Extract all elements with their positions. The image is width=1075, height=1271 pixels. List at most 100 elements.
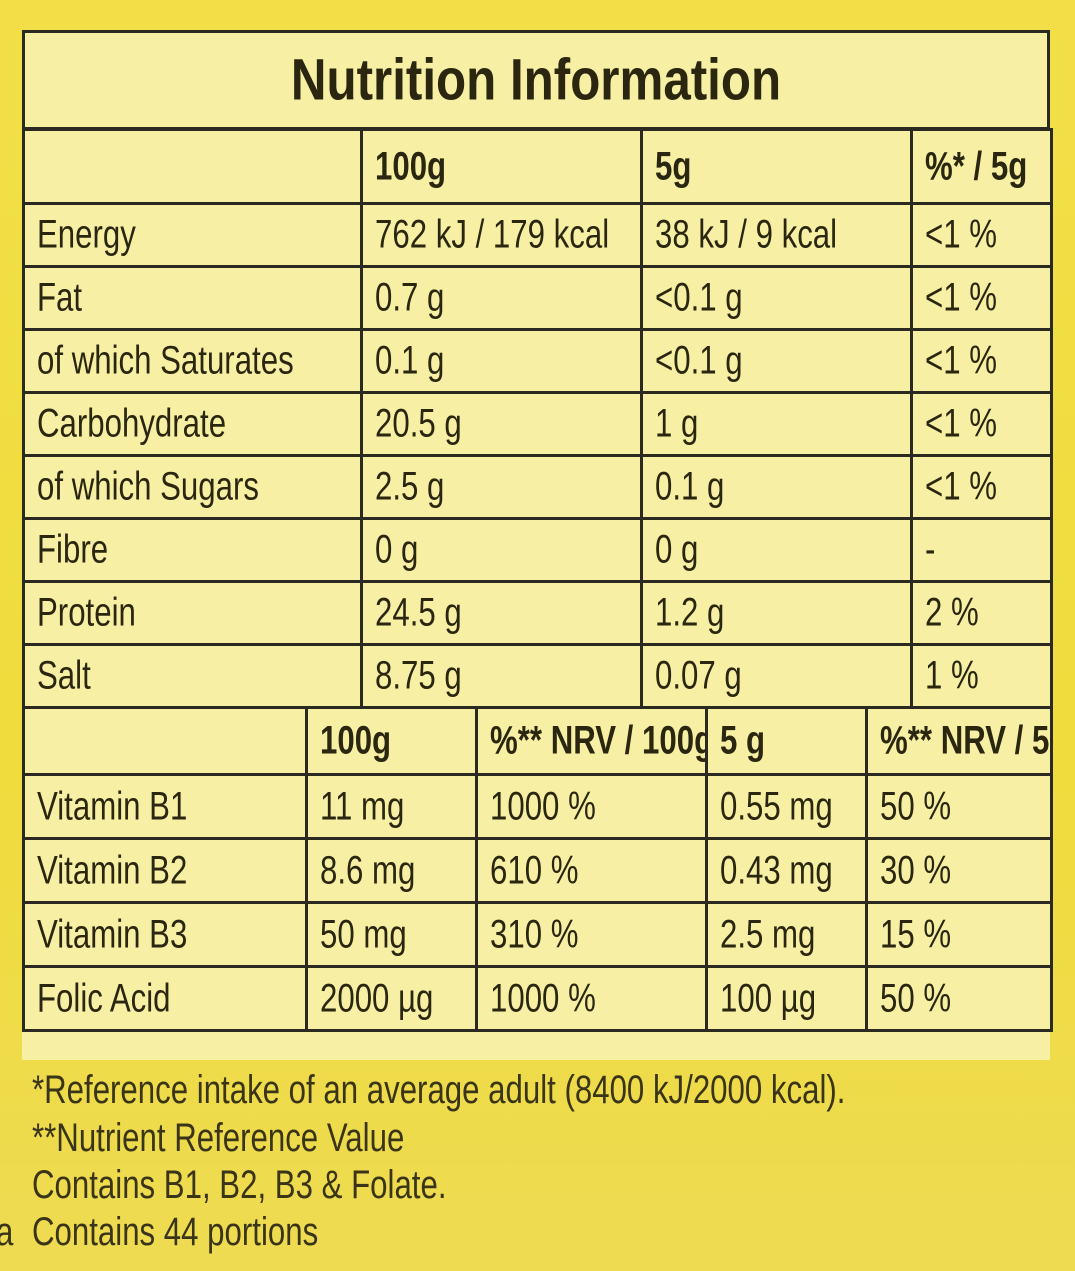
row-label: Vitamin B3 [37, 912, 188, 956]
value: 310 % [490, 912, 579, 956]
table-cell: Nutrition Information [22, 30, 1050, 130]
table-cell: <0.1 g [640, 328, 913, 394]
row-label: of which Sugars [37, 464, 259, 509]
table-cell [22, 706, 308, 776]
table-cell: <1 % [910, 454, 1053, 520]
footnote: Contains B1, B2, B3 & Folate. [32, 1163, 447, 1207]
table-cell: %** NRV / 100g [475, 706, 708, 776]
table-cell: 24.5 g [360, 580, 643, 646]
row-label: Protein [37, 590, 136, 635]
value: 38 kJ / 9 kcal [655, 212, 838, 257]
table-cell: <1 % [910, 391, 1053, 457]
table-cell: of which Sugars [22, 454, 363, 520]
footnote: **Nutrient Reference Value [32, 1116, 405, 1160]
table-cell: 50 % [865, 965, 1053, 1032]
table-cell: 310 % [475, 901, 708, 968]
value: 0.1 g [655, 464, 725, 509]
table-cell: Folic Acid [22, 965, 308, 1032]
table-cell: 2.5 mg [705, 901, 868, 968]
table-cell: 5 g [705, 706, 868, 776]
value: 0.7 g [375, 275, 445, 320]
table-cell: 1.2 g [640, 580, 913, 646]
footnote: *Reference intake of an average adult (8… [32, 1068, 846, 1112]
value: 2 % [925, 590, 979, 635]
table-cell: 1 g [640, 391, 913, 457]
value: <0.1 g [655, 338, 743, 383]
row-label: Salt [37, 653, 91, 698]
table-cell: Fat [22, 265, 363, 331]
table-cell: 2 % [910, 580, 1053, 646]
table-cell: 100g [360, 128, 643, 205]
table-cell: 1 % [910, 643, 1053, 709]
column-header: 5 g [720, 718, 766, 763]
table-cell: of which Saturates [22, 328, 363, 394]
row-label: Folic Acid [37, 976, 171, 1020]
value: 100 µg [720, 976, 817, 1020]
value: <1 % [925, 338, 997, 383]
table-cell: 11 mg [305, 773, 478, 840]
table-cell: Carbohydrate [22, 391, 363, 457]
column-header: 5g [655, 144, 692, 188]
row-label: Fibre [37, 527, 109, 572]
value: <1 % [925, 464, 997, 509]
table-cell: <1 % [910, 202, 1053, 268]
table-cell: %** NRV / 5g [865, 706, 1053, 776]
value: 50 % [880, 784, 952, 828]
table-cell: 50 % [865, 773, 1053, 840]
value: 610 % [490, 848, 579, 892]
row-label: Fat [37, 275, 83, 320]
table-cell: <0.1 g [640, 265, 913, 331]
table-cell: 0.07 g [640, 643, 913, 709]
table-cell: 8.6 mg [305, 837, 478, 904]
table-cell: 5g [640, 128, 913, 205]
row-label: Vitamin B2 [37, 848, 188, 892]
table-cell: 20.5 g [360, 391, 643, 457]
value: <1 % [925, 401, 997, 446]
value: 15 % [880, 912, 952, 956]
table-cell: 50 mg [305, 901, 478, 968]
value: 24.5 g [375, 590, 462, 635]
table-cell: 1000 % [475, 965, 708, 1032]
table-cell: %* / 5g [910, 128, 1053, 205]
value: 0.55 mg [720, 784, 833, 828]
value: 8.6 mg [320, 848, 416, 892]
column-header: 100g [320, 718, 392, 763]
table-cell: Energy [22, 202, 363, 268]
value: 0 g [375, 527, 419, 572]
table-cell: 1000 % [475, 773, 708, 840]
table-cell: 38 kJ / 9 kcal [640, 202, 913, 268]
table-cell: 0.1 g [360, 328, 643, 394]
table-cell: Protein [22, 580, 363, 646]
table-cell: 2000 µg [305, 965, 478, 1032]
value: - [925, 527, 936, 572]
table-cell: 610 % [475, 837, 708, 904]
table-cell: <1 % [910, 328, 1053, 394]
table-cell: 8.75 g [360, 643, 643, 709]
edge-fragment: a [0, 1210, 13, 1255]
table-cell: Fibre [22, 517, 363, 583]
table-cell [22, 128, 363, 205]
value: 0.07 g [655, 653, 742, 698]
value: 8.75 g [375, 653, 462, 698]
table-cell: 0.43 mg [705, 837, 868, 904]
table-cell: 2.5 g [360, 454, 643, 520]
value: 11 mg [320, 784, 405, 828]
value: <1 % [925, 275, 997, 320]
value: 0.1 g [375, 338, 445, 383]
table-cell: Salt [22, 643, 363, 709]
value: 50 % [880, 976, 952, 1020]
table-cell: - [910, 517, 1053, 583]
value: 1000 % [490, 784, 596, 828]
row-label: Carbohydrate [37, 401, 227, 446]
table-cell: 0.55 mg [705, 773, 868, 840]
table-cell: 15 % [865, 901, 1053, 968]
value: 1.2 g [655, 590, 725, 635]
table-cell: 100g [305, 706, 478, 776]
table-cell: Vitamin B3 [22, 901, 308, 968]
table-cell: 30 % [865, 837, 1053, 904]
footnote: Contains 44 portions [32, 1210, 319, 1254]
value: 30 % [880, 848, 952, 892]
column-header: 100g [375, 144, 447, 188]
table-cell: 100 µg [705, 965, 868, 1032]
